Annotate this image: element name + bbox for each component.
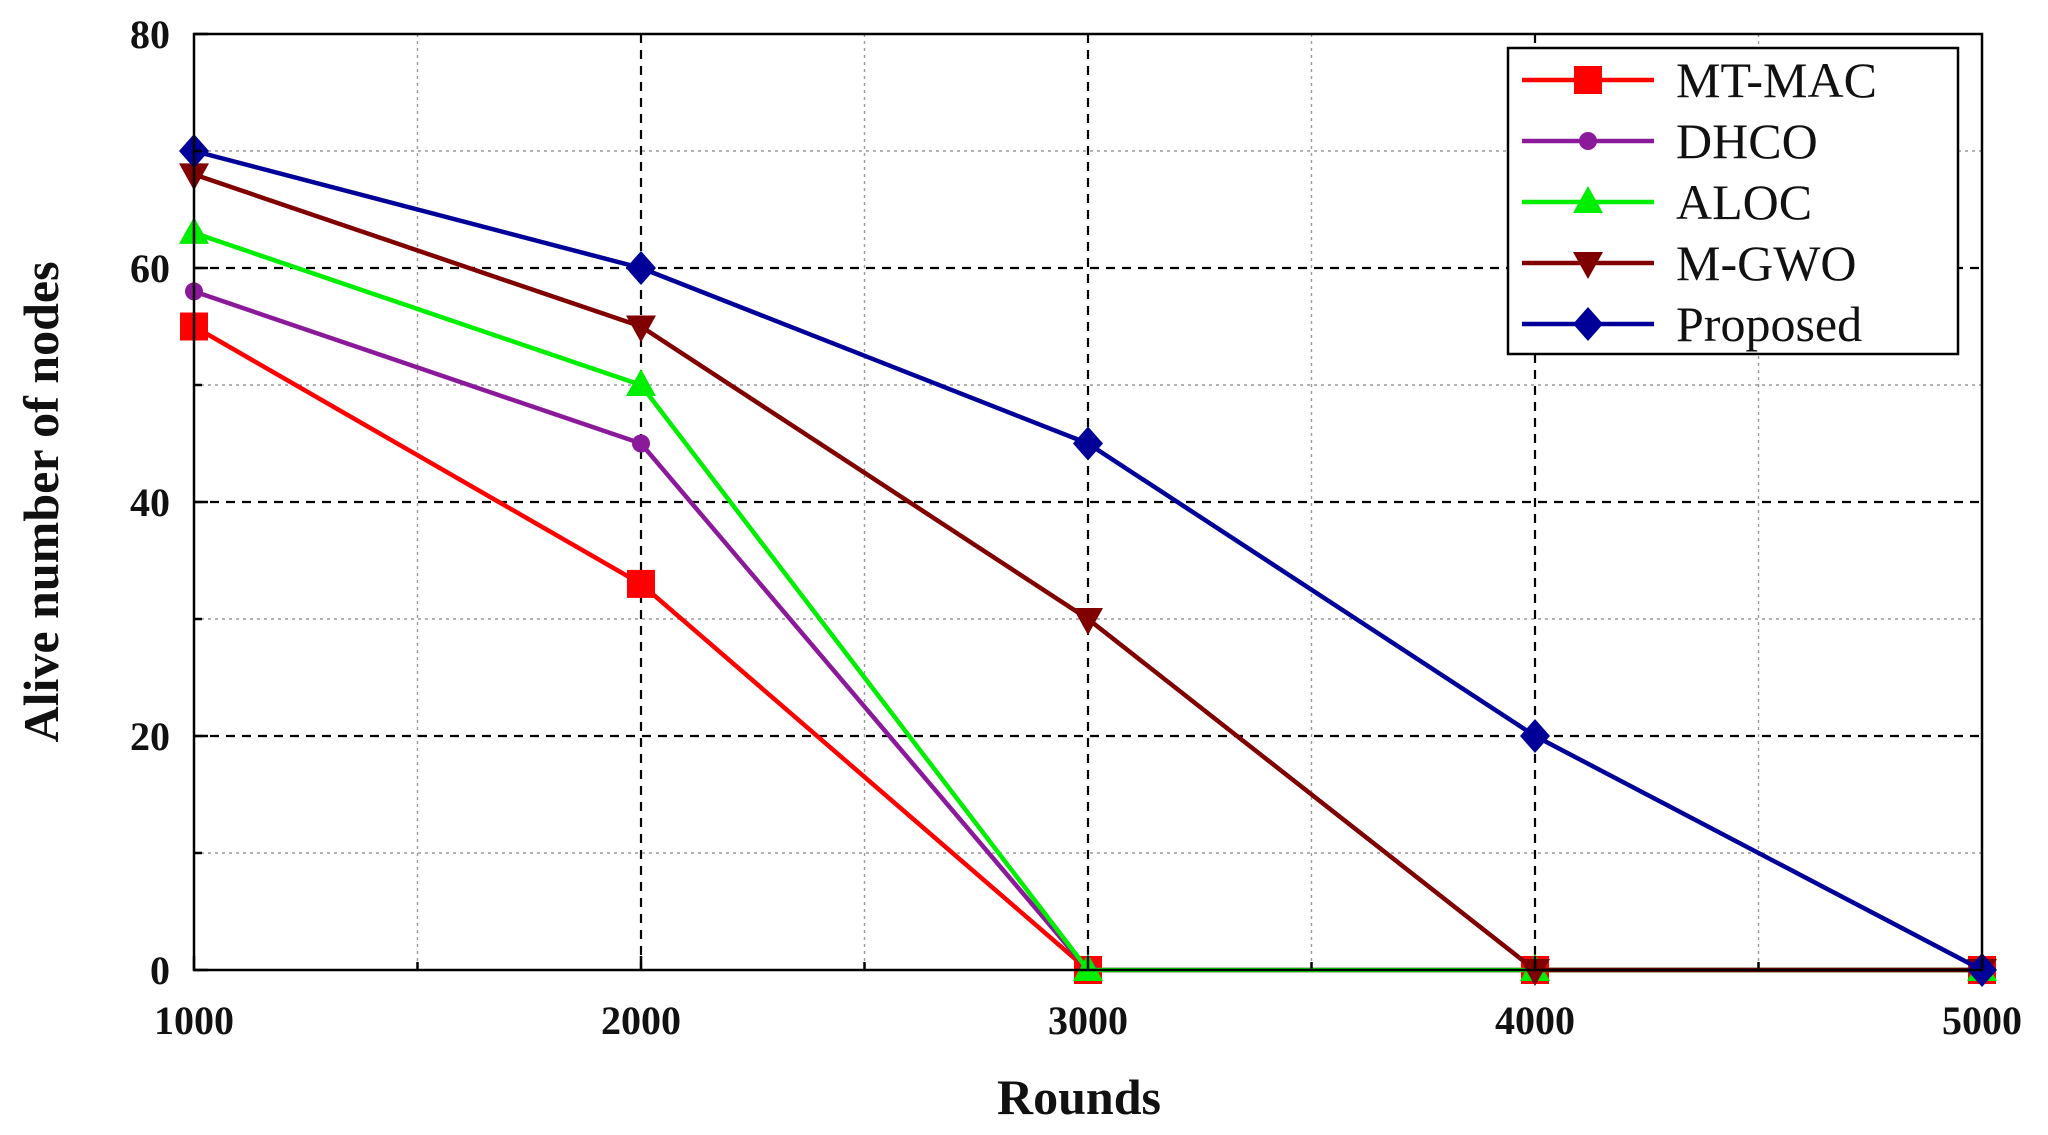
data-point-proposed	[1073, 426, 1103, 461]
x-tick-label: 2000	[601, 998, 681, 1043]
data-point-m-gwo	[1520, 959, 1550, 986]
x-tick-label: 1000	[154, 998, 234, 1043]
series-proposed	[179, 134, 1997, 987]
axis-ticks: 1000 2000 3000 4000 5000 0 20 40 60 80	[130, 12, 2022, 1043]
legend-marker-mt-mac	[1574, 66, 1602, 94]
y-tick-label: 0	[150, 948, 170, 993]
y-tick-label: 60	[130, 246, 170, 291]
x-tick-label: 3000	[1048, 998, 1128, 1043]
y-tick-label: 40	[130, 480, 170, 525]
data-point-mt-mac	[627, 569, 655, 598]
legend-item-proposed: Proposed	[1522, 296, 1862, 352]
legend-label: ALOC	[1676, 174, 1812, 230]
data-point-aloc	[626, 369, 656, 396]
y-axis-title: Alive number of nodes	[13, 261, 69, 742]
data-point-m-gwo	[626, 315, 656, 343]
legend-marker-dhco	[1579, 132, 1597, 150]
data-point-dhco	[632, 434, 650, 453]
x-tick-label: 5000	[1942, 998, 2022, 1043]
data-point-proposed	[1520, 719, 1550, 753]
legend-marker-aloc	[1573, 186, 1603, 213]
legend-label: MT-MAC	[1676, 52, 1877, 108]
legend-box	[1506, 46, 1960, 356]
legend-label: M-GWO	[1676, 235, 1857, 291]
legend-marker-m-gwo	[1573, 252, 1603, 279]
y-tick-label: 80	[130, 12, 170, 57]
legend-item-aloc: ALOC	[1522, 174, 1812, 230]
legend-item-dhco: DHCO	[1522, 113, 1818, 169]
data-point-m-gwo	[1073, 608, 1103, 635]
legend-label: DHCO	[1676, 113, 1818, 169]
legend-item-mt-mac: MT-MAC	[1522, 52, 1877, 108]
x-axis-title: Rounds	[997, 1069, 1161, 1125]
data-point-proposed	[626, 251, 656, 285]
x-tick-label: 4000	[1495, 998, 1575, 1043]
legend-marker-proposed	[1573, 307, 1603, 341]
y-tick-label: 20	[130, 714, 170, 759]
legend-label: Proposed	[1676, 296, 1862, 352]
legend-item-m-gwo: M-GWO	[1522, 235, 1857, 291]
